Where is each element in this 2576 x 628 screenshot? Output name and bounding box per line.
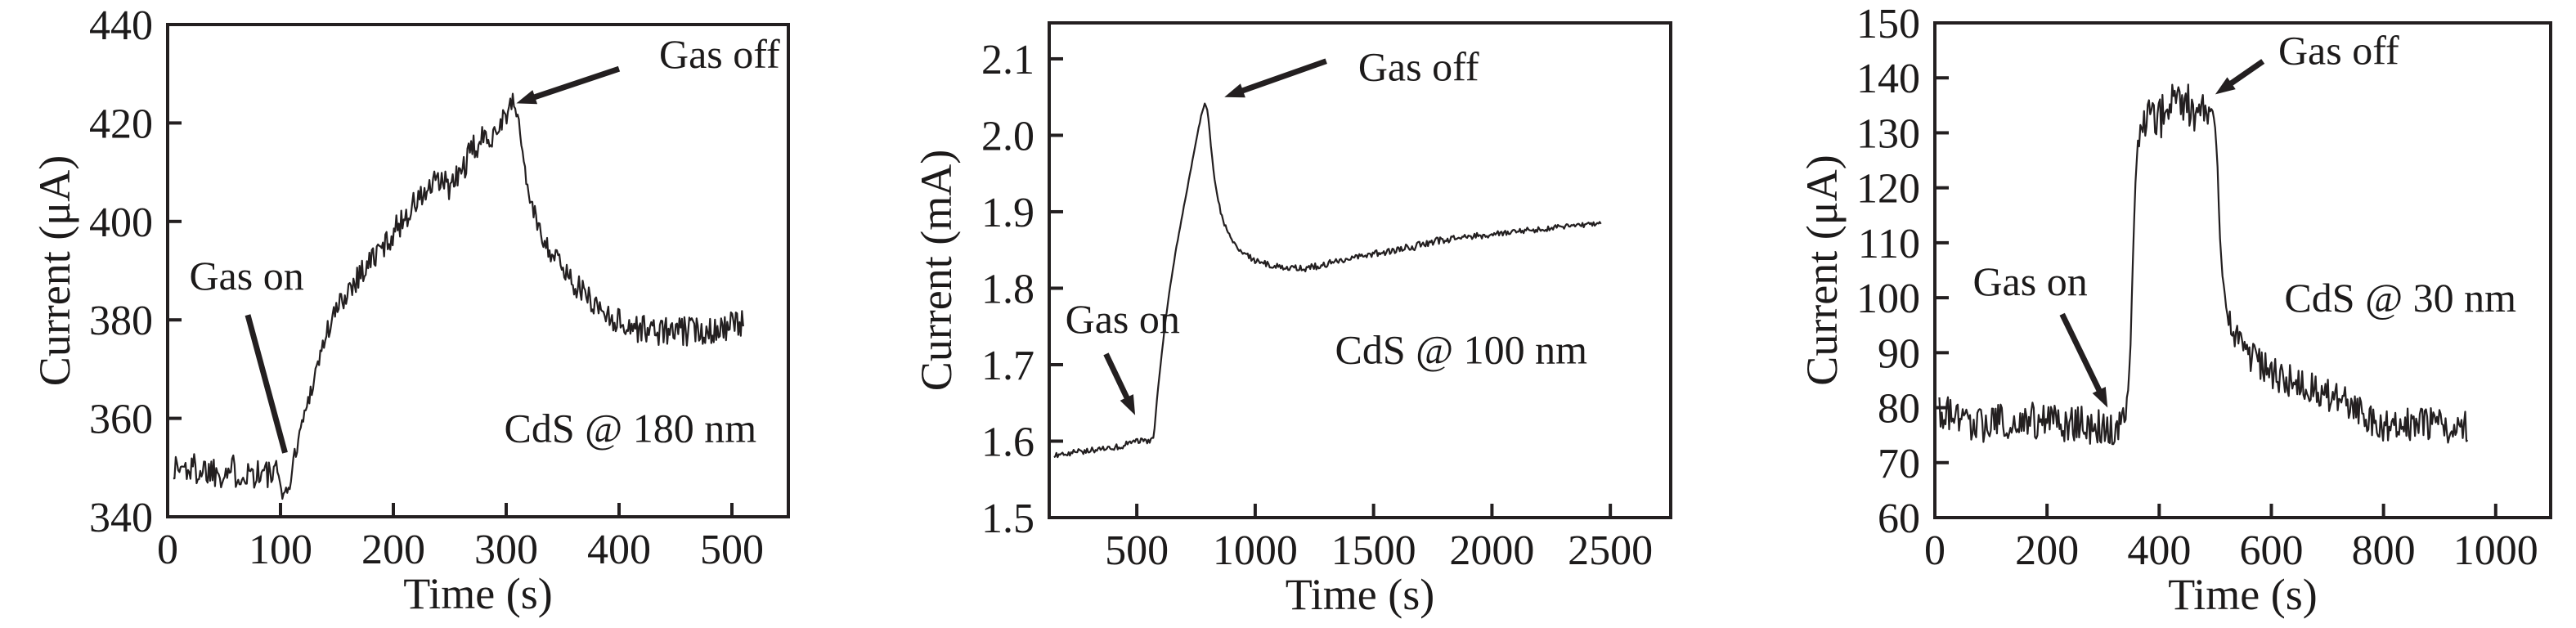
- x-tick-label: 1000: [1213, 527, 1298, 574]
- x-tick-label: 500: [1105, 527, 1169, 574]
- x-axis-title: Time (s): [2168, 570, 2318, 619]
- y-axis-title: Current (μA): [30, 155, 79, 386]
- x-tick-label: 2500: [1568, 527, 1653, 574]
- x-tick-label: 0: [157, 527, 178, 573]
- x-tick-label: 600: [2239, 527, 2303, 574]
- x-tick-label: 500: [700, 527, 764, 573]
- y-axis-title: Current (mA): [912, 150, 961, 391]
- y-tick-label: 80: [1878, 386, 1920, 433]
- gas-off-label: Gas off: [659, 31, 780, 77]
- x-tick-label: 1500: [1331, 527, 1416, 574]
- y-tick-label: 140: [1856, 56, 1920, 102]
- chart-cds-180nm-canvas: 0 100 200 300 400 500 340 360 380 400 420 440 Time (…: [30, 2, 790, 618]
- x-tick-label: 1000: [2453, 527, 2538, 574]
- x-axis-ticks: 0 200 400 600 800 1000: [1924, 504, 2538, 574]
- y-axis-ticks: 340 360 380 400 420 440: [89, 2, 182, 541]
- trace-cds-30nm: [1938, 83, 2469, 446]
- x-tick-label: 300: [474, 527, 538, 573]
- y-tick-label: 1.9: [981, 190, 1034, 236]
- trace-cds-100nm: [1053, 102, 1602, 459]
- y-tick-label: 90: [1878, 330, 1920, 377]
- gas-off-arrow: [2223, 59, 2265, 91]
- y-tick-label: 70: [1878, 441, 1920, 487]
- gas-on-arrow: [2059, 312, 2106, 399]
- x-tick-label: 400: [587, 527, 651, 573]
- y-tick-label: 1.7: [981, 343, 1034, 389]
- y-tick-label: 380: [89, 298, 153, 344]
- plot-frame: [166, 23, 790, 518]
- y-tick-label: 440: [89, 2, 153, 49]
- x-axis-ticks: 500 1000 1500 2000 2500: [1105, 504, 1653, 574]
- y-tick-label: 150: [1856, 1, 1920, 47]
- y-axis-ticks: 1.5 1.6 1.7 1.8 1.9 2.0 2.1: [981, 37, 1063, 542]
- chart-panel-cds-100nm: 500 1000 1500 2000 2500 1.5 1.6 1.7 1.8 1.9 2.0 2.1…: [859, 0, 1717, 628]
- x-axis-title: Time (s): [403, 569, 553, 618]
- plot-frame: [1048, 21, 1672, 519]
- y-tick-label: 2.1: [981, 37, 1034, 83]
- y-tick-label: 400: [89, 200, 153, 246]
- y-tick-label: 120: [1856, 166, 1920, 213]
- x-tick-label: 800: [2352, 527, 2416, 574]
- x-tick-label: 100: [249, 527, 312, 573]
- x-tick-label: 0: [1924, 527, 1945, 574]
- y-tick-label: 1.6: [981, 419, 1034, 465]
- x-tick-label: 200: [2015, 527, 2079, 574]
- y-tick-label: 130: [1856, 110, 1920, 157]
- gas-on-arrow: [245, 314, 288, 454]
- y-tick-label: 420: [89, 101, 153, 147]
- chart-cds-30nm-canvas: 0 200 400 600 800 1000 60 70 80 90 100 110 120 130 140…: [1797, 1, 2552, 619]
- gas-on-label: Gas on: [189, 253, 303, 298]
- x-tick-label: 200: [361, 527, 425, 573]
- y-tick-label: 340: [89, 495, 153, 541]
- gas-on-label: Gas on: [1972, 258, 2087, 304]
- y-axis-title: Current (μA): [1797, 155, 1847, 385]
- y-tick-label: 360: [89, 397, 153, 443]
- plot-frame: [1933, 21, 2552, 519]
- chart-panel-cds-30nm: 0 200 400 600 800 1000 60 70 80 90 100 110 120 130 140…: [1717, 0, 2576, 628]
- y-tick-label: 2.0: [981, 113, 1034, 159]
- gas-on-arrow: [1103, 352, 1133, 406]
- y-tick-label: 1.5: [981, 496, 1034, 542]
- x-axis-ticks: 0 100 200 300 400 500: [157, 503, 764, 573]
- x-tick-label: 2000: [1449, 527, 1534, 574]
- sample-label-cds-100nm: CdS @ 100 nm: [1335, 326, 1587, 372]
- y-tick-label: 60: [1878, 496, 1920, 542]
- gas-off-arrow: [1234, 58, 1327, 96]
- y-tick-label: 110: [1858, 221, 1920, 267]
- gas-off-label: Gas off: [2278, 28, 2399, 74]
- gas-off-arrow: [526, 65, 621, 103]
- trace-cds-180nm: [173, 92, 744, 500]
- y-tick-label: 1.8: [981, 266, 1034, 312]
- sample-label-cds-30nm: CdS @ 30 nm: [2284, 275, 2516, 321]
- y-tick-label: 100: [1856, 276, 1920, 322]
- chart-panel-cds-180nm: 0 100 200 300 400 500 340 360 380 400 420 440 Time (…: [0, 0, 859, 628]
- gas-off-label: Gas off: [1358, 43, 1479, 89]
- y-axis-ticks: 60 70 80 90 100 110 120 130 140 150: [1856, 1, 1949, 542]
- x-axis-title: Time (s): [1286, 570, 1435, 619]
- x-tick-label: 400: [2127, 527, 2191, 574]
- sample-label-cds-180nm: CdS @ 180 nm: [505, 406, 757, 451]
- gas-on-label: Gas on: [1066, 296, 1180, 342]
- chart-cds-100nm-canvas: 500 1000 1500 2000 2500 1.5 1.6 1.7 1.8 1.9 2.0 2.1…: [912, 21, 1672, 619]
